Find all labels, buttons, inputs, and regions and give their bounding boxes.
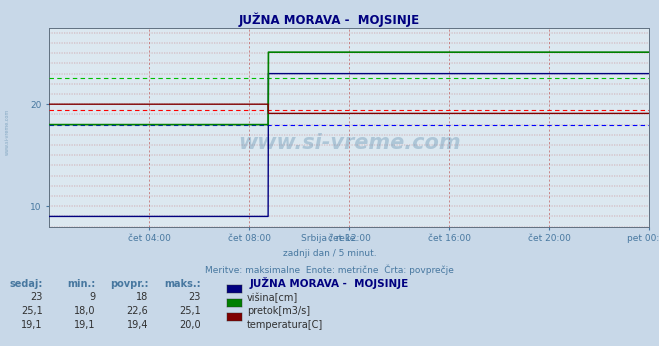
Text: povpr.:: povpr.: [110,279,148,289]
Text: 20,0: 20,0 [179,320,201,330]
Text: www.si-vreme.com: www.si-vreme.com [238,133,461,153]
Text: Srbija / reke.: Srbija / reke. [301,234,358,243]
Text: 9: 9 [90,292,96,302]
Text: JUŽNA MORAVA -  MOJSINJE: JUŽNA MORAVA - MOJSINJE [250,277,409,289]
Text: 18: 18 [136,292,148,302]
Text: višina[cm]: višina[cm] [247,292,299,303]
Text: maks.:: maks.: [164,279,201,289]
Text: zadnji dan / 5 minut.: zadnji dan / 5 minut. [283,249,376,258]
Text: 25,1: 25,1 [179,306,201,316]
Text: 25,1: 25,1 [21,306,43,316]
Text: 22,6: 22,6 [127,306,148,316]
Text: temperatura[C]: temperatura[C] [247,320,324,330]
Text: JUŽNA MORAVA -  MOJSINJE: JUŽNA MORAVA - MOJSINJE [239,12,420,27]
Text: pretok[m3/s]: pretok[m3/s] [247,306,310,316]
Text: 18,0: 18,0 [74,306,96,316]
Text: 23: 23 [188,292,201,302]
Text: sedaj:: sedaj: [9,279,43,289]
Text: 23: 23 [30,292,43,302]
Text: min.:: min.: [67,279,96,289]
Text: 19,1: 19,1 [74,320,96,330]
Text: 19,1: 19,1 [21,320,43,330]
Text: 19,4: 19,4 [127,320,148,330]
Text: www.si-vreme.com: www.si-vreme.com [5,108,11,155]
Text: Meritve: maksimalne  Enote: metrične  Črta: povprečje: Meritve: maksimalne Enote: metrične Črta… [205,265,454,275]
